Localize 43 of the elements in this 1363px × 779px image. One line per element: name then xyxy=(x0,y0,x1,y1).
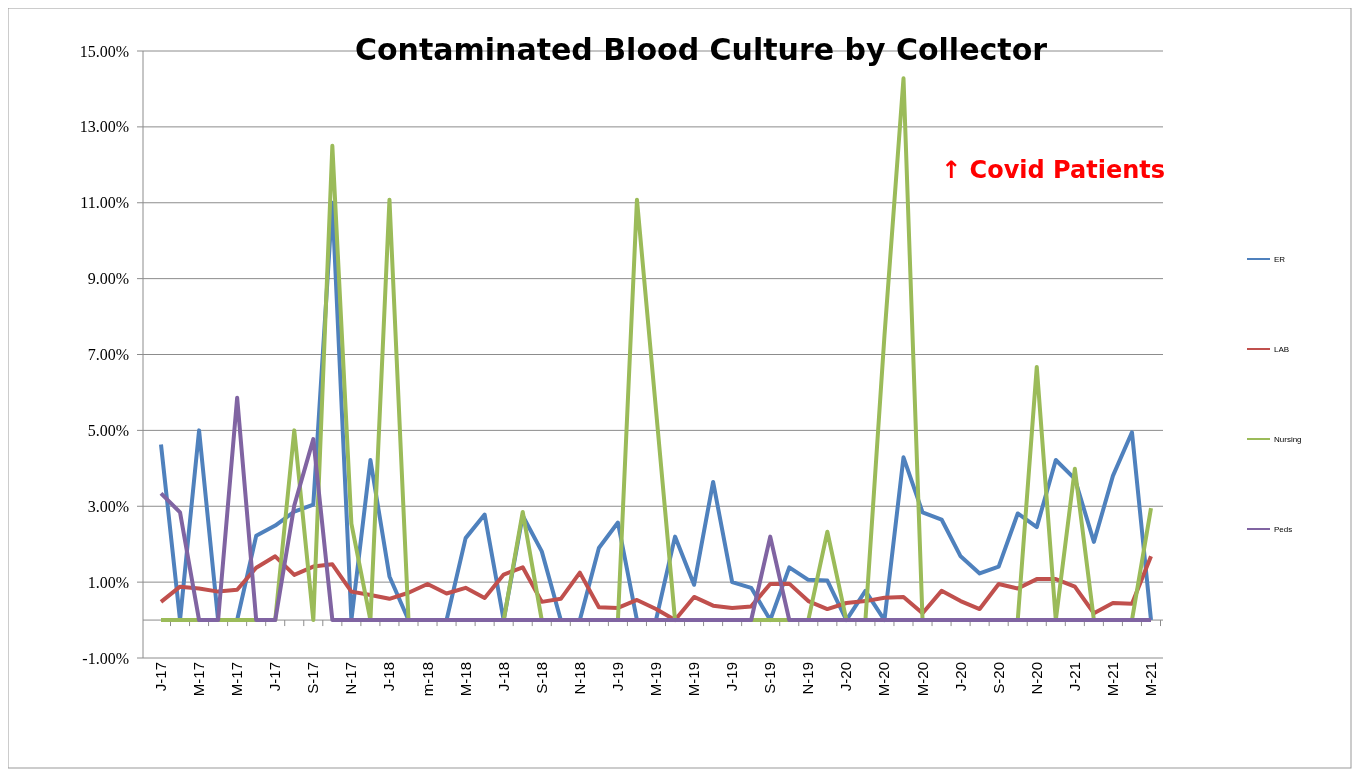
x-tick-label: J-18 xyxy=(494,662,512,692)
line-series xyxy=(159,395,1153,623)
x-tick-label: N-19 xyxy=(799,662,817,695)
x-tick-label: J-20 xyxy=(951,662,969,692)
x-tick-label: M-21 xyxy=(1142,662,1159,697)
x-tick-label: S-20 xyxy=(989,662,1007,694)
x-tick-label: J-20 xyxy=(837,662,855,692)
x-tick-label: M-20 xyxy=(875,662,893,697)
x-tick-label: N-20 xyxy=(1027,662,1045,695)
chart-title: Contaminated Blood Culture by Collector xyxy=(354,32,1048,67)
x-tick-label: J-17 xyxy=(152,662,169,692)
x-tick-label: J-19 xyxy=(608,662,626,692)
y-tick-label: 15.00% xyxy=(79,42,129,60)
x-tick-label: J-18 xyxy=(380,662,398,692)
legend-label: LAB xyxy=(1274,344,1290,354)
x-tick-label: M-17 xyxy=(228,662,246,697)
x-tick-label: S-18 xyxy=(532,662,550,694)
x-tick-label: M-19 xyxy=(685,662,703,697)
x-tick-label: M-19 xyxy=(647,662,664,697)
y-tick-label: 1.00% xyxy=(87,573,129,591)
x-tick-label: N-17 xyxy=(342,662,360,695)
x-tick-label: M-17 xyxy=(190,662,208,697)
y-tick-label: 9.00% xyxy=(87,270,129,288)
y-tick-label: 11.00% xyxy=(80,194,129,212)
y-tick-label: -1.00% xyxy=(82,649,129,667)
x-tick-label: S-19 xyxy=(761,662,779,694)
x-tick-label: M-21 xyxy=(1103,662,1121,697)
x-tick-label: M-18 xyxy=(456,662,474,697)
x-tick-label: S-17 xyxy=(304,662,322,694)
y-tick-label: 13.00% xyxy=(79,118,129,136)
legend-label: ER xyxy=(1274,254,1286,264)
y-tick-label: 3.00% xyxy=(87,497,129,515)
x-tick-label: J-19 xyxy=(723,662,741,692)
annotation: ↑ Covid Patients xyxy=(941,156,1165,184)
y-tick-label: 5.00% xyxy=(87,421,129,439)
x-tick-label: m-18 xyxy=(418,662,436,697)
x-tick-label: N-18 xyxy=(570,662,588,695)
legend-label: Peds xyxy=(1274,524,1293,534)
y-tick-label: 7.00% xyxy=(87,346,129,364)
legend-label: Nursing xyxy=(1274,434,1302,444)
x-tick-label: J-21 xyxy=(1065,662,1083,692)
x-tick-label: J-17 xyxy=(266,662,284,692)
x-tick-label: M-20 xyxy=(913,662,931,697)
